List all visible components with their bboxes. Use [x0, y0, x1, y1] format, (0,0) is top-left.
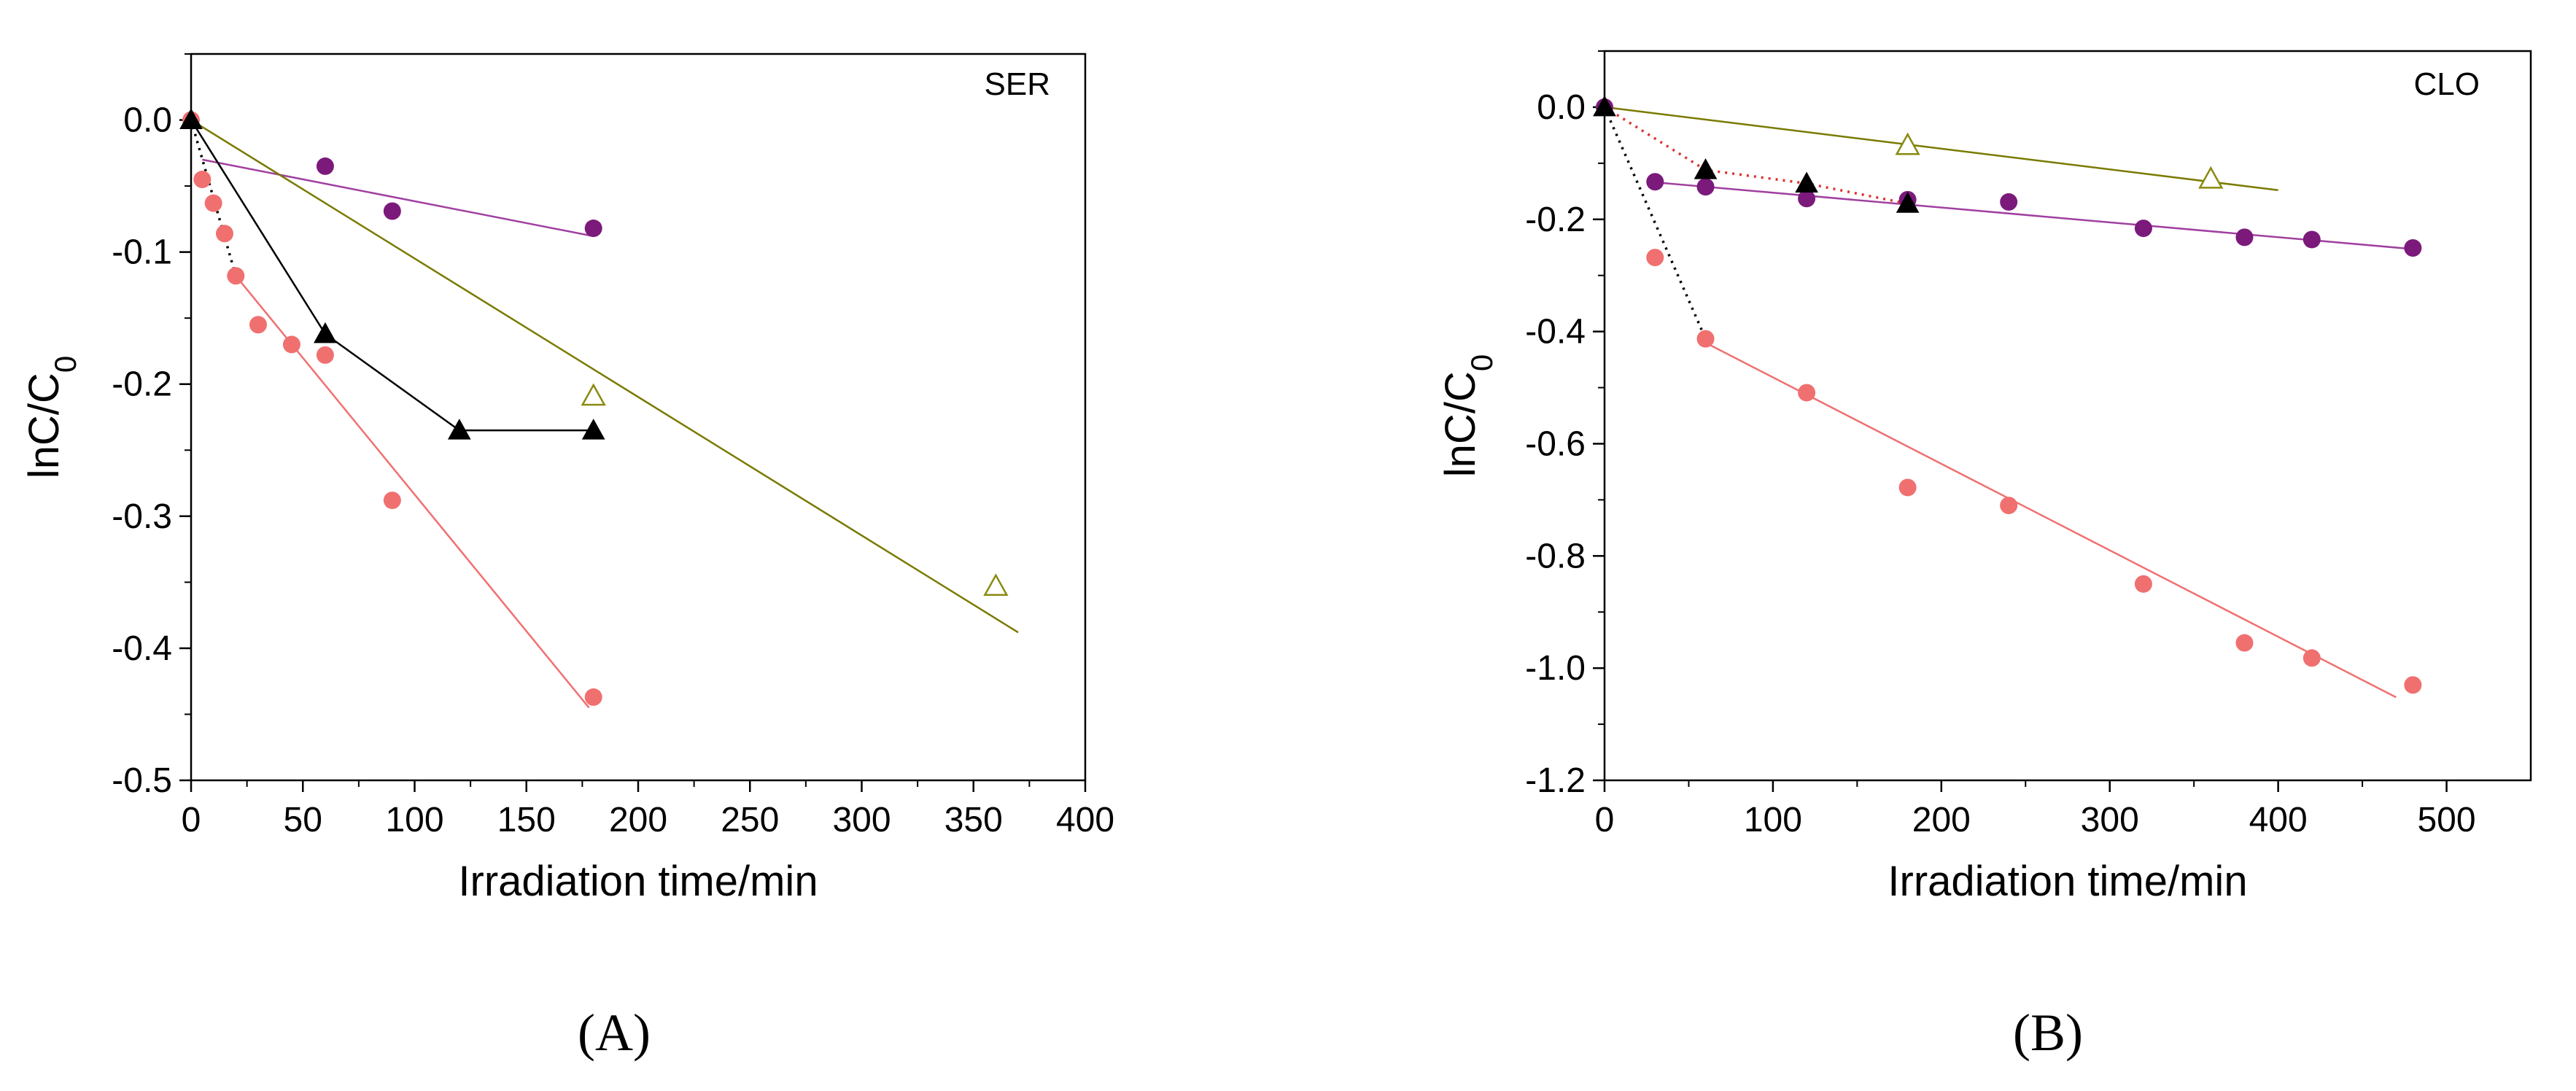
series-2-point: [584, 220, 602, 238]
series-4-point: [2198, 166, 2224, 189]
x-tick-label: 300: [2081, 801, 2139, 839]
series-1-line: [1603, 106, 1707, 340]
series-1-point: [227, 267, 245, 285]
y-axis-label: lnC/C0: [1437, 354, 1499, 477]
series-3-line: [190, 119, 594, 432]
series-2-point: [2235, 228, 2254, 246]
series-2-point: [383, 202, 401, 220]
series-4-point: [1895, 132, 1920, 155]
y-tick-label: -0.2: [1525, 201, 1586, 239]
chart-panel-2: 0 100 200 300 400 500 0.0 -0.2 -0.4 -0.6 -0.8 -1.0 -…: [1437, 50, 2532, 1062]
y-tick-label: 0.0: [1537, 88, 1586, 127]
series-2-line: [1655, 181, 2413, 250]
series-2-line: [202, 158, 594, 238]
y-tick-label: -0.6: [1525, 424, 1586, 463]
series-3-point: [1795, 171, 1818, 193]
x-tick-label: 200: [609, 801, 667, 839]
series-1-point: [193, 171, 212, 189]
y-tick-label: -0.2: [112, 365, 172, 404]
series-1-point: [282, 335, 300, 354]
series-2-point: [316, 157, 334, 175]
x-tick-label: 300: [832, 801, 891, 839]
y-tick-label: -0.4: [112, 629, 172, 668]
series-2-point: [2000, 193, 2018, 211]
y-axis-label-main: lnC/C: [1437, 371, 1484, 477]
chart-annotation: CLO: [2414, 66, 2480, 102]
series-1-point: [1898, 478, 1917, 497]
series-1-point: [204, 194, 222, 212]
series-2-point: [1798, 190, 1816, 208]
series-1-point: [383, 492, 401, 510]
series-3-point: [179, 108, 203, 130]
series-3-line: [1604, 106, 1908, 205]
y-tick-label: -0.5: [112, 761, 172, 800]
series-2-point: [1696, 178, 1715, 196]
x-tick-label: 0: [1595, 801, 1615, 839]
y-tick-label: -0.3: [112, 497, 172, 536]
series-4-line: [1604, 106, 2278, 192]
series-3-point: [581, 419, 605, 440]
series-1-line: [1704, 341, 2397, 699]
chart-panel-1: 0 50 100 150 200 250 300 350 400 0.0 -0.1 -0.2 -0.3 -…: [20, 53, 1114, 1062]
series-1-point: [2134, 575, 2152, 593]
series-1-point: [2303, 649, 2321, 667]
x-tick-label: 400: [1056, 801, 1114, 839]
y-tick-label: -1.0: [1525, 649, 1586, 688]
series-3-point: [447, 419, 471, 440]
panel-label: (A): [578, 1003, 651, 1062]
y-axis-label-main: lnC/C: [20, 373, 68, 478]
y-axis-label-subscript: 0: [1464, 354, 1499, 371]
series-1-point: [2404, 676, 2422, 694]
x-tick-label: 250: [721, 801, 779, 839]
chart-annotation: SER: [985, 66, 1050, 102]
panel-label: (B): [2013, 1003, 2083, 1062]
y-axis-label-subscript: 0: [48, 356, 82, 373]
y-axis-label: lnC/C0: [20, 356, 82, 478]
series-3-point: [1896, 192, 1920, 213]
y-tick-label: 0.0: [123, 101, 172, 140]
series-3-point: [314, 322, 337, 343]
x-tick-label: 350: [944, 801, 1003, 839]
y-tick-label: -0.8: [1525, 537, 1586, 575]
series-1-point: [1696, 330, 1715, 348]
x-tick-label: 500: [2417, 801, 2475, 839]
y-tick-label: -0.1: [112, 233, 172, 272]
y-tick-label: -1.2: [1525, 761, 1586, 800]
x-tick-label: 150: [497, 801, 556, 839]
series-1-point: [1646, 249, 1664, 267]
series-3-point: [1694, 158, 1718, 179]
series-2-point: [1646, 173, 1664, 191]
series-4-point: [983, 573, 1009, 597]
series-1-point: [215, 225, 233, 243]
series-1-point: [2000, 497, 2018, 515]
x-axis-label: Irradiation time/min: [1888, 858, 2247, 905]
x-axis-label: Irradiation time/min: [458, 858, 818, 905]
series-3-point: [1593, 95, 1616, 117]
series-1-point: [316, 346, 334, 364]
series-1-point: [584, 688, 602, 706]
plot-frame: [1603, 50, 2532, 782]
series-2-point: [2303, 230, 2321, 249]
y-tick-label: -0.4: [1525, 313, 1586, 352]
x-tick-label: 200: [1912, 801, 1971, 839]
x-tick-label: 100: [1744, 801, 1802, 839]
series-1-point: [2235, 634, 2254, 652]
x-tick-label: 0: [182, 801, 201, 839]
series-1-point: [1798, 384, 1816, 402]
series-2-point: [2404, 239, 2422, 257]
x-tick-label: 50: [284, 801, 322, 839]
x-tick-label: 100: [385, 801, 443, 839]
series-4-point: [581, 383, 606, 406]
series-2-point: [2134, 220, 2152, 238]
series-4-line: [190, 119, 1019, 634]
series-1-point: [249, 316, 267, 334]
x-tick-label: 400: [2249, 801, 2308, 839]
